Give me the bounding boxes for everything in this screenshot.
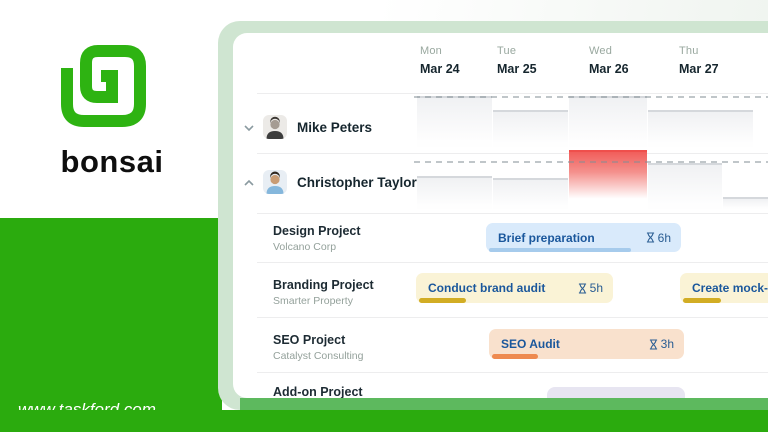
day-name: Tue [497, 45, 517, 57]
day-name: Wed [589, 45, 613, 57]
divider [257, 372, 768, 373]
project-client: Catalyst Consulting [273, 350, 364, 362]
capacity-bar [417, 176, 492, 209]
task-progress [419, 298, 466, 303]
resource-planner-card: Mon Mar 24 Tue Mar 25 Wed Mar 26 Thu Mar… [233, 33, 768, 398]
day-column-header: Mon Mar 24 [420, 45, 460, 76]
bonsai-logo-icon [56, 38, 152, 134]
project-title[interactable]: SEO Project [273, 333, 346, 347]
person-name[interactable]: Mike Peters [297, 120, 373, 135]
day-name: Thu [679, 45, 699, 57]
day-column-header: Thu Mar 27 [679, 45, 719, 76]
person-name[interactable]: Christopher Taylor [297, 175, 417, 190]
project-client: Volcano Corp [273, 241, 337, 253]
divider [257, 153, 768, 154]
divider [257, 317, 768, 318]
capacity-bar [648, 163, 722, 209]
chevron-down-icon[interactable] [243, 122, 255, 134]
task-label: Conduct brand audit [428, 281, 546, 295]
hourglass-icon [578, 282, 586, 294]
hourglass-icon [649, 338, 657, 350]
capacity-bar [648, 110, 753, 147]
task-progress [683, 298, 721, 303]
task-duration: 5h [578, 281, 603, 295]
task-duration: 6h [646, 231, 671, 245]
hourglass-icon [646, 232, 654, 243]
capacity-bar [417, 96, 492, 147]
project-title[interactable]: Design Project [273, 224, 361, 238]
divider [257, 93, 768, 94]
capacity-bar [493, 110, 568, 147]
task-bar-brief-preparation[interactable]: Brief preparation 6h [486, 223, 681, 252]
capacity-limit-line [414, 96, 768, 98]
chevron-up-icon[interactable] [243, 177, 255, 189]
task-duration: 3h [649, 337, 674, 351]
task-label: SEO Audit [501, 337, 560, 351]
day-date: Mar 24 [420, 62, 460, 76]
task-label: Brief preparation [498, 230, 595, 245]
capacity-bar-overloaded [569, 150, 647, 205]
brand-wordmark: bonsai [60, 144, 164, 179]
day-column-header: Wed Mar 26 [589, 45, 629, 76]
task-progress [489, 248, 631, 252]
task-label: Create mock-up [692, 281, 768, 295]
task-bar-addon[interactable] [547, 387, 685, 398]
day-date: Mar 25 [497, 62, 537, 76]
task-progress [492, 354, 538, 359]
task-bar-create-mock-up[interactable]: Create mock-up [680, 273, 768, 303]
day-column-header: Tue Mar 25 [497, 45, 537, 76]
day-name: Mon [420, 45, 442, 57]
project-client: Smarter Property [273, 295, 353, 307]
footer-band [0, 410, 768, 432]
capacity-limit-line [414, 161, 768, 163]
capacity-bar [493, 178, 568, 209]
capacity-bar [569, 96, 647, 147]
capacity-bar [723, 197, 768, 209]
divider [257, 213, 768, 214]
day-date: Mar 26 [589, 62, 629, 76]
project-title[interactable]: Branding Project [273, 278, 374, 292]
avatar[interactable] [263, 115, 287, 139]
avatar[interactable] [263, 170, 287, 194]
task-bar-conduct-brand-audit[interactable]: Conduct brand audit 5h [416, 273, 613, 303]
footer-band-light [240, 398, 768, 410]
divider [257, 262, 768, 263]
task-bar-seo-audit[interactable]: SEO Audit 3h [489, 329, 684, 359]
green-background-block [0, 218, 222, 432]
project-title[interactable]: Add-on Project [273, 385, 363, 398]
day-date: Mar 27 [679, 62, 719, 76]
